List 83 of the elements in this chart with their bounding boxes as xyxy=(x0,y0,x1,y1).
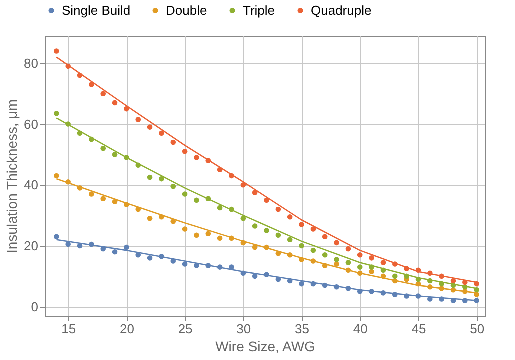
y-tick-label: 0 xyxy=(31,299,38,314)
legend-label: Single Build xyxy=(62,2,131,18)
point xyxy=(182,262,188,267)
point xyxy=(299,243,304,249)
point xyxy=(100,146,106,152)
point xyxy=(240,216,246,222)
y-axis-title: Insulation Thickness, μm xyxy=(4,99,20,254)
point xyxy=(357,264,363,270)
point xyxy=(334,240,340,246)
legend-label: Double xyxy=(166,2,208,18)
point xyxy=(252,274,258,280)
x-tick-label: 20 xyxy=(120,322,134,336)
point xyxy=(287,214,293,220)
point xyxy=(170,140,176,146)
point xyxy=(147,216,153,222)
point xyxy=(194,232,200,238)
x-axis-title: Wire Size, AWG xyxy=(216,338,316,354)
point xyxy=(369,269,374,275)
point xyxy=(77,243,83,249)
y-tick-label: 60 xyxy=(24,116,38,132)
point xyxy=(276,206,282,212)
point xyxy=(182,149,188,154)
point xyxy=(264,198,270,203)
point xyxy=(100,196,106,202)
x-tick-label: 30 xyxy=(236,322,252,336)
point xyxy=(252,244,258,250)
point xyxy=(206,231,212,236)
legend-label: Triple xyxy=(243,2,276,18)
x-tick-label: 25 xyxy=(178,322,193,336)
point xyxy=(159,176,164,182)
point xyxy=(229,264,234,270)
point xyxy=(346,246,352,252)
point xyxy=(182,192,188,197)
point xyxy=(194,198,200,203)
x-tick-label: 15 xyxy=(62,322,76,336)
point xyxy=(380,260,386,266)
point xyxy=(322,234,328,240)
point xyxy=(392,274,398,280)
point xyxy=(217,236,223,242)
legend-label: Quadruple xyxy=(311,2,372,18)
point xyxy=(450,278,456,284)
point xyxy=(299,281,304,287)
point xyxy=(264,228,270,234)
y-tick-label: 80 xyxy=(24,56,38,71)
point xyxy=(54,173,60,179)
point xyxy=(310,248,316,254)
point xyxy=(54,48,60,54)
point xyxy=(322,252,328,258)
point xyxy=(334,262,340,267)
point xyxy=(112,100,118,106)
point xyxy=(136,117,142,122)
point xyxy=(147,174,153,180)
point xyxy=(357,252,363,258)
point xyxy=(112,152,118,158)
point xyxy=(159,130,164,136)
x-tick-label: 45 xyxy=(412,322,426,336)
point xyxy=(89,82,94,88)
point xyxy=(194,155,200,160)
point xyxy=(346,260,352,266)
point xyxy=(369,256,374,261)
point xyxy=(217,205,223,211)
point xyxy=(252,224,258,229)
point xyxy=(299,222,304,228)
point xyxy=(100,91,106,96)
point xyxy=(287,237,293,243)
point xyxy=(112,249,118,255)
point xyxy=(66,242,71,248)
point xyxy=(54,110,60,116)
x-tick-label: 50 xyxy=(470,322,485,336)
point xyxy=(182,226,188,232)
point xyxy=(310,226,316,232)
point xyxy=(276,232,282,238)
x-tick-label: 35 xyxy=(295,322,310,336)
point xyxy=(124,244,130,250)
point xyxy=(170,184,176,190)
y-tick-label: 20 xyxy=(24,238,38,254)
point xyxy=(147,256,153,261)
y-tick-label: 40 xyxy=(24,178,38,193)
point xyxy=(54,234,60,240)
x-tick-label: 40 xyxy=(353,322,368,336)
point xyxy=(89,192,94,197)
point xyxy=(334,257,340,262)
point xyxy=(147,124,153,130)
